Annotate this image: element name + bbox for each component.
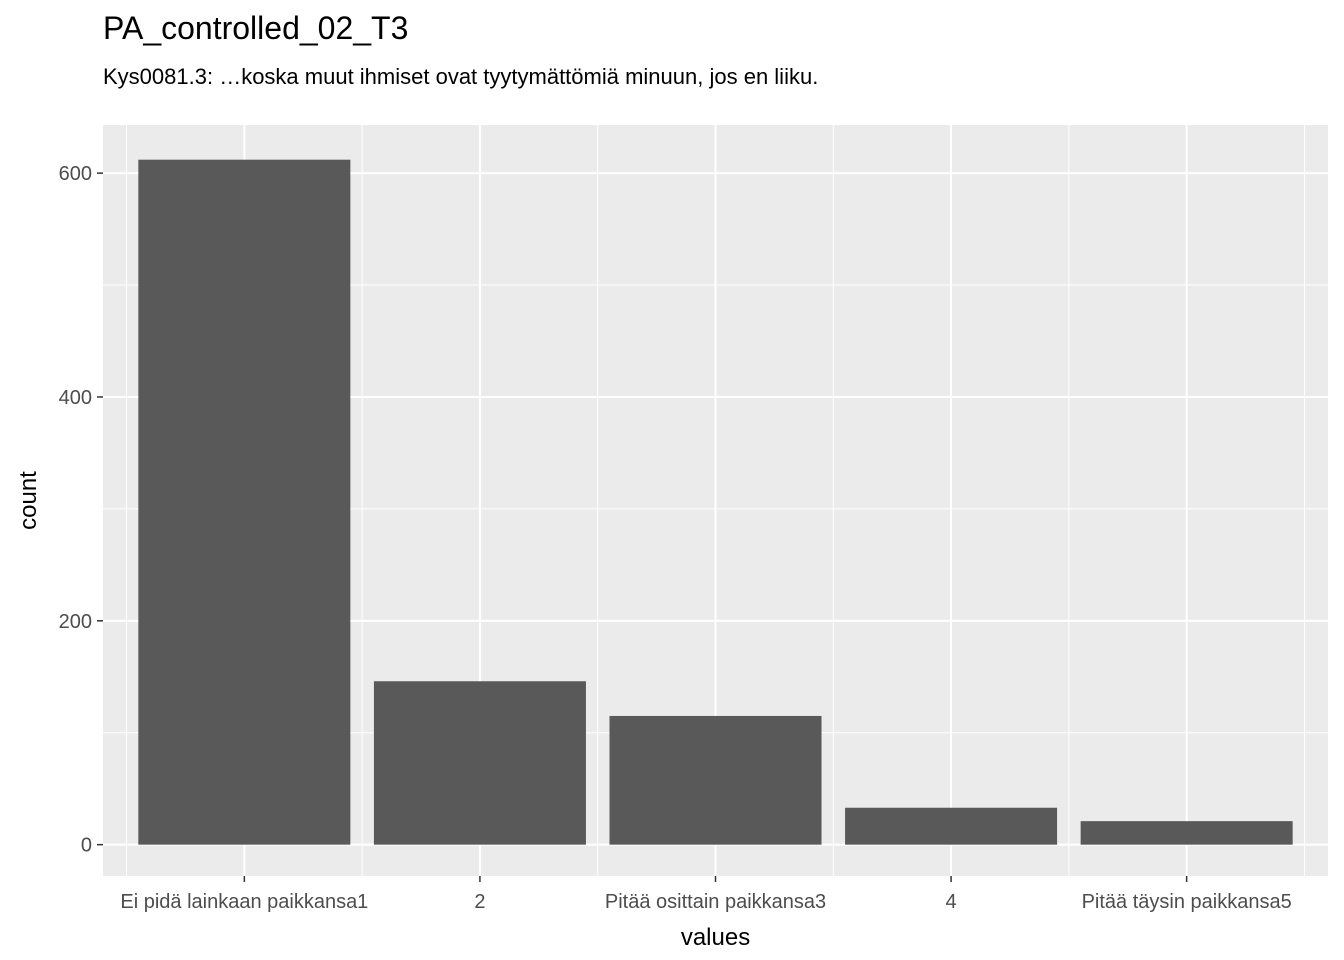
bars (138, 159, 1293, 845)
chart-subtitle: Kys0081.3: …koska muut ihmiset ovat tyyt… (103, 64, 819, 89)
bar (845, 807, 1058, 845)
y-tick-label: 0 (81, 835, 92, 857)
y-axis-title: count (15, 471, 42, 530)
x-axis: Ei pidä lainkaan paikkansa1 2 Pitää ositta… (120, 876, 1292, 913)
bar (1080, 821, 1293, 845)
x-tick-label: 4 (946, 891, 957, 913)
bar (373, 681, 586, 845)
bar (609, 715, 822, 845)
x-tick-label: Ei pidä lainkaan paikkansa1 (120, 891, 368, 913)
y-tick-label: 200 (59, 611, 92, 633)
y-axis: 0 200 400 600 (59, 163, 103, 857)
x-tick-label: 2 (474, 891, 485, 913)
bar (138, 159, 351, 845)
x-tick-label: Pitää osittain paikkansa3 (605, 891, 826, 913)
chart-title: PA_controlled_02_T3 (103, 10, 409, 46)
x-axis-title: values (681, 924, 750, 951)
y-tick-label: 600 (59, 163, 92, 185)
x-tick-label: Pitää täysin paikkansa5 (1082, 891, 1292, 913)
y-tick-label: 400 (59, 387, 92, 409)
